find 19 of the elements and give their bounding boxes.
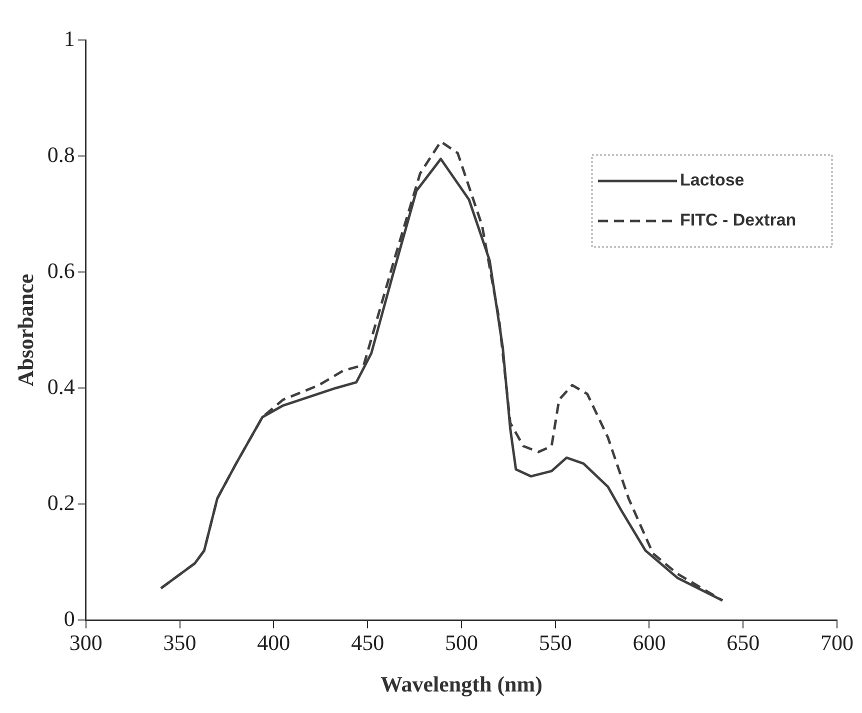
y-tick-label: 0.6 — [47, 258, 75, 283]
y-tick-label: 1 — [64, 26, 75, 51]
y-tick-label: 0 — [64, 606, 75, 631]
x-tick-label: 500 — [444, 630, 478, 656]
x-tick-label: 650 — [726, 630, 760, 656]
y-tick-label: 0.2 — [47, 490, 75, 515]
y-axis-title: Absorbance — [12, 274, 38, 386]
x-tick-label: 400 — [257, 630, 290, 656]
x-tick-label: 700 — [820, 630, 854, 656]
x-tick-label: 300 — [69, 630, 102, 656]
x-tick-label: 350 — [163, 630, 196, 656]
x-tick-label: 450 — [351, 630, 384, 656]
x-tick-label: 600 — [632, 630, 666, 656]
x-tick-label: 550 — [538, 630, 572, 656]
y-tick-label: 0.8 — [47, 142, 75, 167]
x-axis-title: Wavelength (nm) — [380, 671, 542, 696]
legend-label: Lactose — [680, 170, 744, 190]
y-tick-label: 0.4 — [47, 374, 75, 399]
legend-label: FITC - Dextran — [680, 210, 796, 230]
